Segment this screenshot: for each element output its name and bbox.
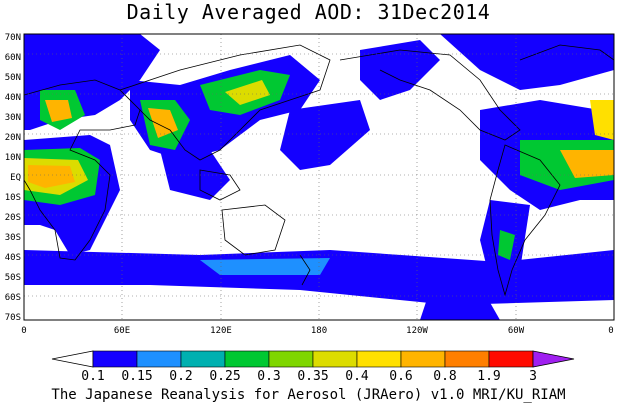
lat-label: 10N xyxy=(5,153,21,163)
colorbar-labels: 0.1 0.15 0.2 0.25 0.3 0.35 0.4 0.6 0.8 1… xyxy=(81,369,537,384)
colorbar-label: 0.35 xyxy=(297,369,328,384)
lon-label: 60W xyxy=(508,326,525,336)
colorbar-label: 0.1 xyxy=(81,369,104,384)
colorbar-label: 0.4 xyxy=(345,369,369,384)
lon-label: 0 xyxy=(21,326,26,336)
coastlines xyxy=(24,44,614,297)
colorbar-segment xyxy=(488,350,534,368)
lon-label: 180 xyxy=(311,326,327,336)
lon-label: 120E xyxy=(210,326,232,336)
map-title: Daily Averaged AOD: 31Dec2014 xyxy=(126,0,491,24)
colorbar-label: 3 xyxy=(529,369,537,384)
lat-label: 30N xyxy=(5,113,21,123)
lat-label: 70S xyxy=(5,313,21,323)
colorbar-segment xyxy=(444,350,490,368)
colorbar-segment xyxy=(224,350,270,368)
colorbar-segment xyxy=(312,350,358,368)
lon-label: 60E xyxy=(114,326,130,336)
lon-label: 120W xyxy=(406,326,428,336)
lat-label: 30S xyxy=(5,233,21,243)
colorbar-label: 0.15 xyxy=(121,369,152,384)
lon-labels: 0 60E 120E 180 120W 60W 0 xyxy=(21,326,613,336)
aod-shading xyxy=(24,34,614,320)
footer-credit: The Japanese Reanalysis for Aerosol (JRA… xyxy=(51,387,566,403)
colorbar-segment xyxy=(92,350,138,368)
lat-label: 60N xyxy=(5,53,21,63)
lat-labels: 70N 60N 50N 40N 30N 20N 10N EQ 10S 20S 3… xyxy=(5,33,21,323)
lat-label: 40N xyxy=(5,93,21,103)
colorbar-segment xyxy=(180,350,226,368)
colorbar-segment xyxy=(268,350,314,368)
colorbar xyxy=(51,350,575,368)
colorbar-label: 1.9 xyxy=(477,369,500,384)
colorbar-label: 0.25 xyxy=(209,369,240,384)
lon-label: 0 xyxy=(608,326,613,336)
lat-label: 20S xyxy=(5,213,21,223)
colorbar-label: 0.3 xyxy=(257,369,280,384)
colorbar-segment xyxy=(400,350,446,368)
colorbar-segment xyxy=(136,350,182,368)
colorbar-segment xyxy=(356,350,402,368)
colorbar-label: 0.8 xyxy=(433,369,456,384)
lat-label: 10S xyxy=(5,193,21,203)
colorbar-label: 0.6 xyxy=(389,369,412,384)
lat-label: 40S xyxy=(5,253,21,263)
lat-label: 70N xyxy=(5,33,21,43)
lat-label: 50S xyxy=(5,273,21,283)
lat-label: 20N xyxy=(5,133,21,143)
colorbar-label: 0.2 xyxy=(169,369,192,384)
colorbar-low-triangle xyxy=(51,350,94,368)
lat-label: 60S xyxy=(5,293,21,303)
map-frame xyxy=(23,33,615,321)
lat-label: 50N xyxy=(5,73,21,83)
lat-label: EQ xyxy=(10,173,21,183)
colorbar-high-triangle xyxy=(532,350,575,368)
